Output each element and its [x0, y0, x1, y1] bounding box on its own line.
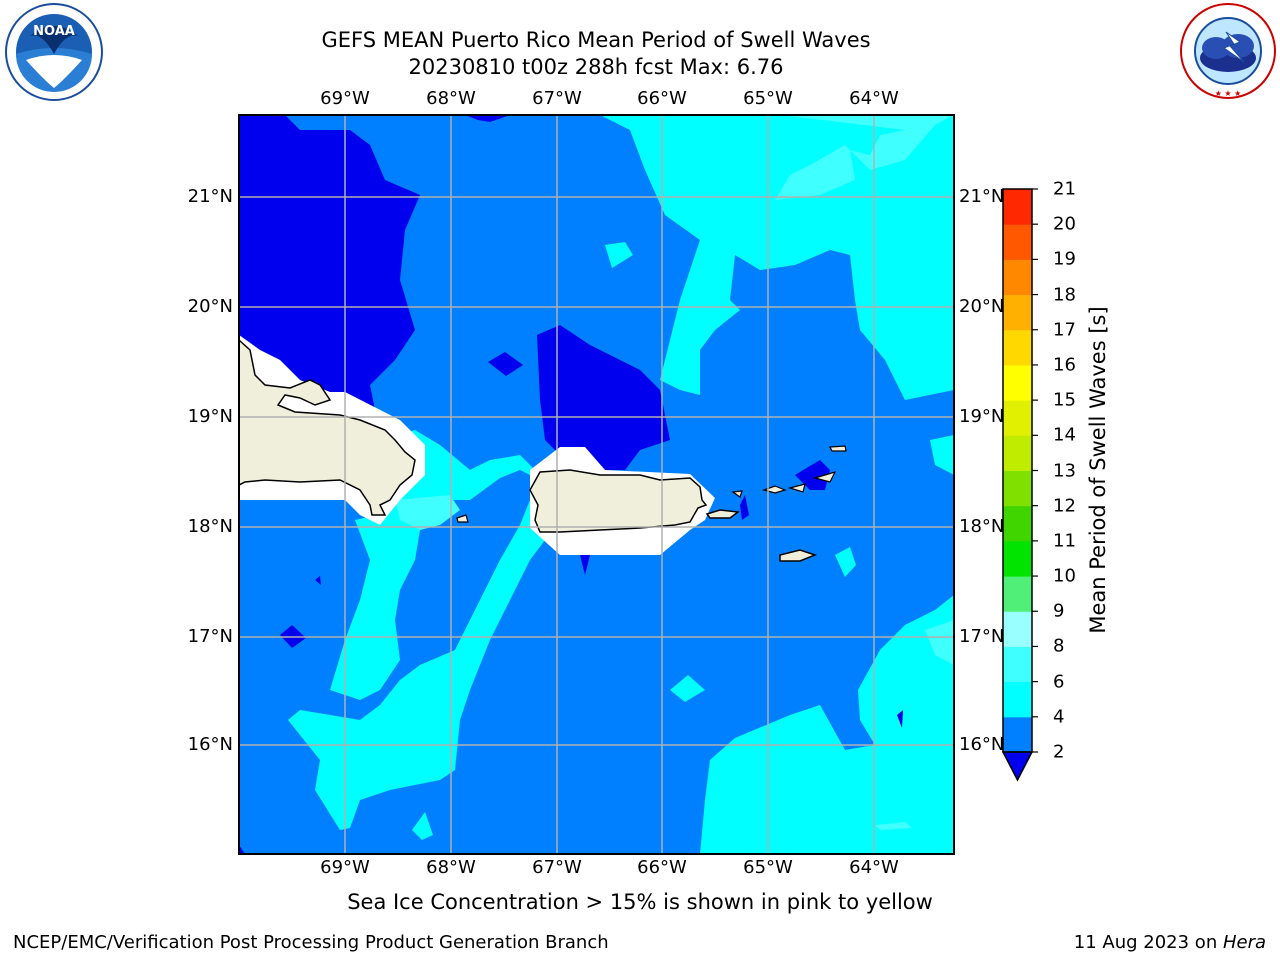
lon-label-bottom-64w: 64°W: [849, 857, 899, 878]
field-lt2-dot1: [315, 576, 321, 585]
lon-label-bottom-65w: 65°W: [743, 857, 793, 878]
land-stcroix: [779, 549, 818, 562]
colorbar-tick-label: 14: [1053, 424, 1076, 446]
field-6-8-e: [925, 620, 954, 665]
lon-label-bottom-66w: 66°W: [637, 857, 687, 878]
field-4-6-patch-d: [412, 812, 433, 840]
field-6-8-mona: [395, 495, 460, 530]
colorbar-tick-label: 15: [1053, 389, 1076, 411]
lon-label-top-68w: 68°W: [426, 88, 476, 109]
field-lt2-diamond: [488, 352, 523, 376]
svg-text:★ ★ ★: ★ ★ ★: [1215, 89, 1242, 98]
colorbar-tick-label: 16: [1053, 354, 1076, 376]
lat-label-left-20n: 20°N: [187, 296, 233, 317]
field-lt2-northwest: [239, 115, 420, 420]
lat-label-left-18n: 18°N: [187, 516, 233, 537]
field-lt2-dot2: [740, 495, 749, 520]
lat-label-left-21n: 21°N: [187, 186, 233, 207]
field-4-6-islet: [605, 242, 633, 268]
lat-label-left-19n: 19°N: [187, 406, 233, 427]
noaa-logo: NOAA: [4, 2, 104, 102]
field-4-6-patch-b: [835, 547, 856, 577]
colorbar-tick-label: 12: [1053, 495, 1076, 517]
footer-date-text: 11 Aug 2023 on: [1073, 932, 1223, 953]
land-anegada: [829, 445, 847, 452]
colorbar-tick-label: 6: [1053, 671, 1065, 693]
lon-label-top-67w: 67°W: [532, 88, 582, 109]
lon-label-top-64w: 64°W: [849, 88, 899, 109]
lat-label-right-21n: 21°N: [959, 186, 1005, 207]
footer-branch: NCEP/EMC/Verification Post Processing Pr…: [13, 932, 609, 953]
footer-machine: Hera: [1222, 932, 1266, 953]
land-vieques: [705, 509, 740, 519]
field-4-6-west: [288, 430, 560, 830]
field-lt2-center: [537, 325, 670, 470]
lon-label-bottom-68w: 68°W: [426, 857, 476, 878]
field-4-6-mona: [330, 510, 420, 700]
field-4-6-patch-c: [930, 435, 954, 475]
colorbar-tick-label: 18: [1053, 284, 1076, 306]
nws-logo: ★ ★ ★: [1178, 2, 1278, 100]
lon-label-bottom-67w: 67°W: [532, 857, 582, 878]
colorbar-tick-label: 8: [1053, 635, 1065, 657]
field-4-6-southeast: [700, 595, 954, 854]
land-virgin-2: [787, 483, 806, 493]
colorbar-tick-label: 10: [1053, 565, 1076, 587]
lat-label-right-18n: 18°N: [959, 516, 1005, 537]
footer-date: 11 Aug 2023 on Hera: [1074, 932, 1266, 953]
chart-title: GEFS MEAN Puerto Rico Mean Period of Swe…: [321, 28, 871, 52]
lat-label-right-19n: 19°N: [959, 406, 1005, 427]
lat-label-right-16n: 16°N: [959, 734, 1005, 755]
lon-label-bottom-69w: 69°W: [320, 857, 370, 878]
field-lt2-north: [465, 115, 510, 122]
colorbar-tick-label: 2: [1053, 741, 1065, 763]
lon-label-top-65w: 65°W: [743, 88, 793, 109]
noaa-logo-text: NOAA: [33, 24, 75, 39]
colorbar-tick-label: 21: [1053, 178, 1076, 200]
field-6-8-ne: [775, 115, 954, 200]
colorbar-tick-label: 9: [1053, 600, 1065, 622]
field-4-6-east: [600, 115, 954, 400]
colorbar-tick-label: 17: [1053, 319, 1076, 341]
land-hispaniola: [239, 338, 416, 516]
lat-label-right-17n: 17°N: [959, 626, 1005, 647]
lat-label-left-17n: 17°N: [187, 626, 233, 647]
lon-label-top-66w: 66°W: [637, 88, 687, 109]
field-4-6-patch-a: [670, 675, 705, 702]
colorbar-label: Mean Period of Swell Waves [s]: [1086, 306, 1110, 634]
colorbar-tick-label: 13: [1053, 460, 1076, 481]
lon-label-top-69w: 69°W: [320, 88, 370, 109]
field-6-8-s: [875, 822, 912, 830]
chart-subtitle: 20230810 t00z 288h fcst Max: 6.76: [408, 55, 784, 79]
colorbar-tick-label: 4: [1053, 706, 1065, 728]
land-culebra: [731, 490, 743, 498]
sea-ice-note: Sea Ice Concentration > 15% is shown in …: [347, 890, 933, 914]
map-frame: [238, 114, 955, 855]
field-lt2-virgin: [795, 460, 830, 490]
field-lt2-dot4: [897, 710, 903, 728]
colorbar-tick-label: 20: [1053, 213, 1076, 235]
field-lt2-corner: [239, 845, 245, 854]
lat-label-left-16n: 16°N: [187, 734, 233, 755]
land-virgin-1: [762, 485, 787, 494]
field-lt2-dot3: [580, 555, 590, 575]
land-virgin-3: [812, 471, 837, 483]
colorbar-tick-label: 19: [1053, 248, 1076, 270]
colorbar-tick-label: 11: [1053, 530, 1076, 552]
gridlines: [239, 115, 954, 854]
lat-label-right-20n: 20°N: [959, 296, 1005, 317]
land-mona: [456, 514, 469, 523]
